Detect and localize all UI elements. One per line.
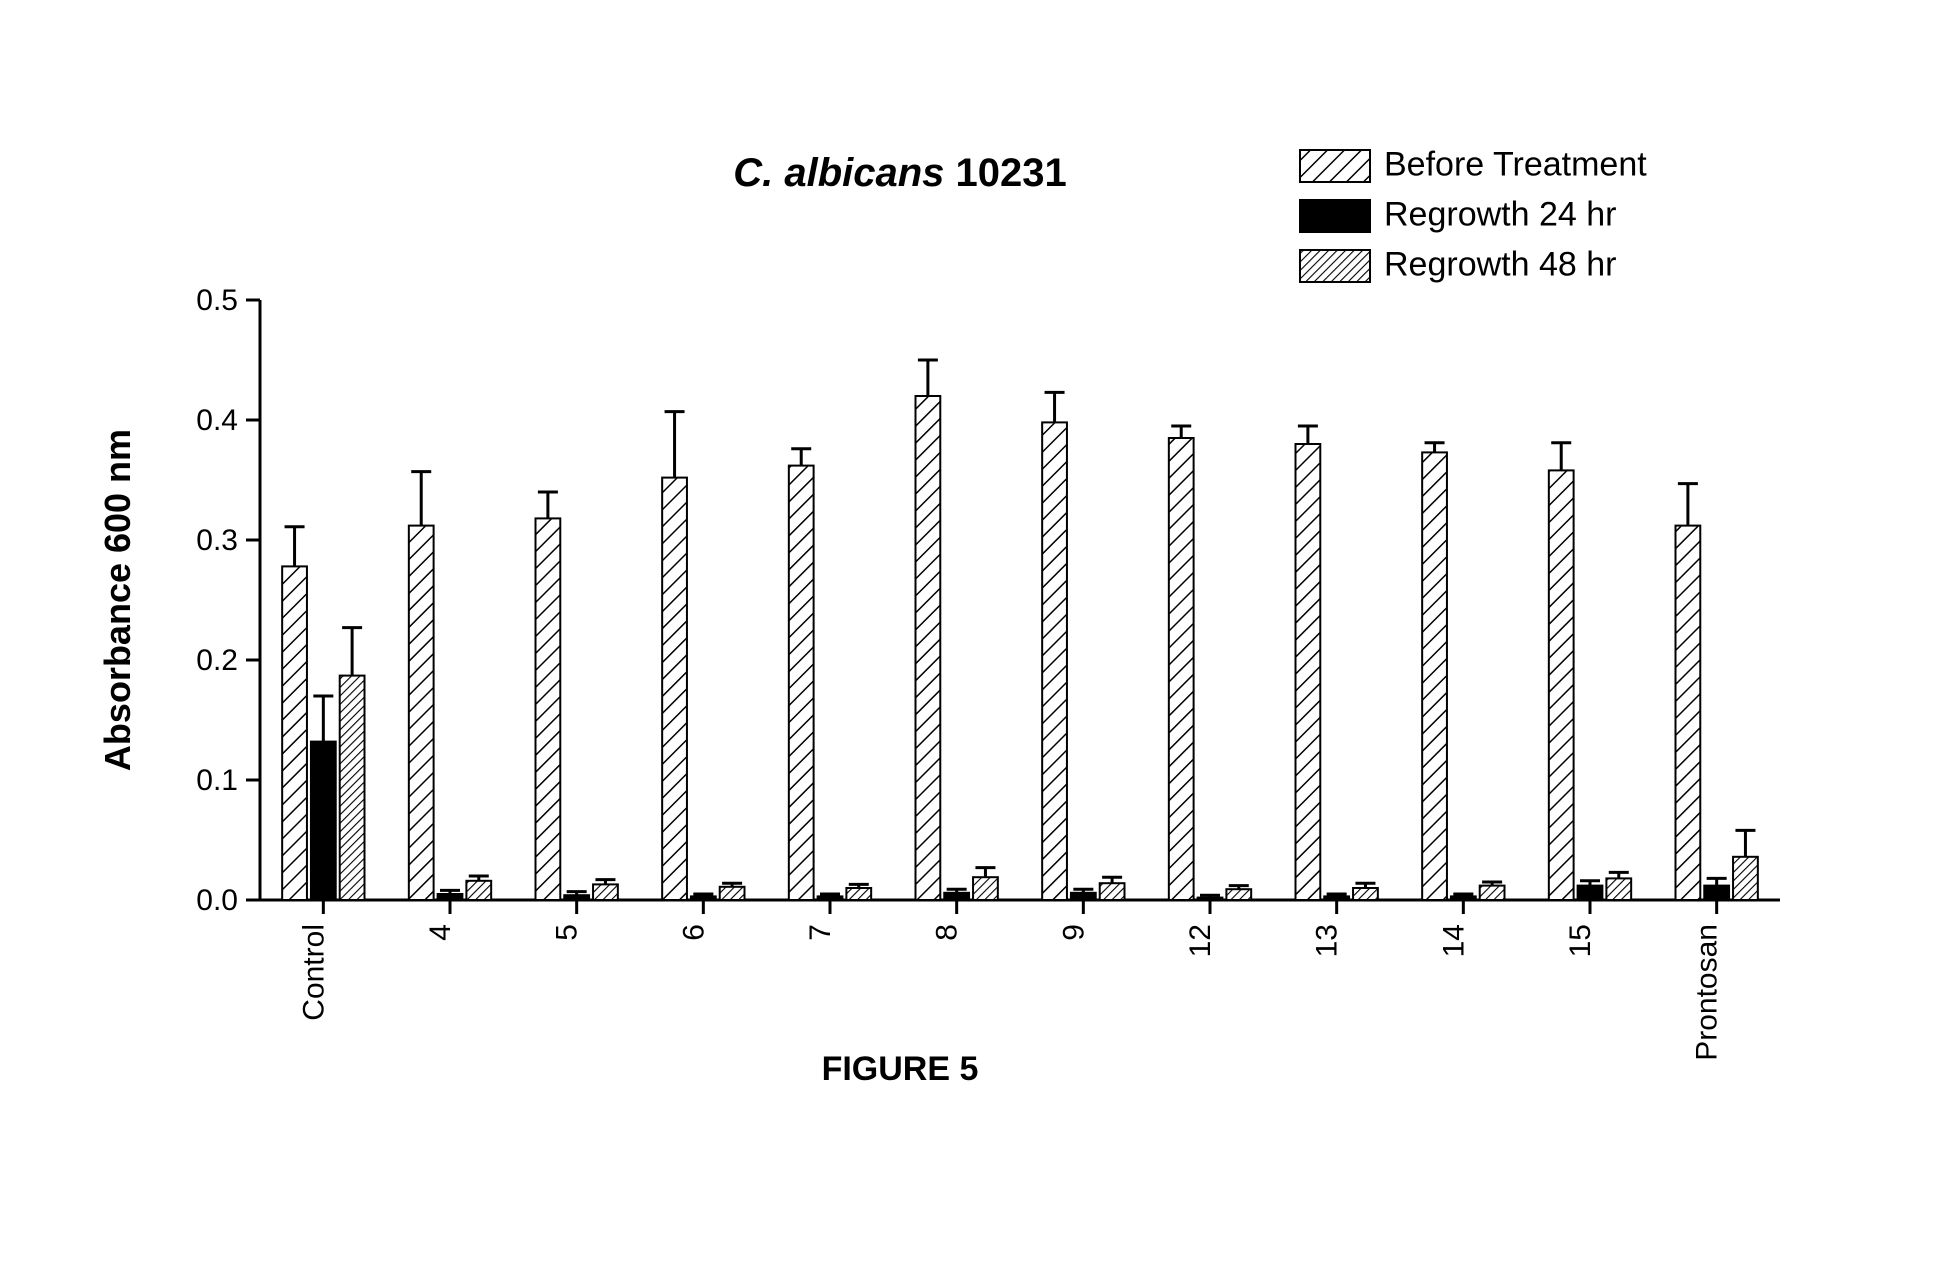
y-tick-label: 0.5 [196,284,238,317]
bar-r48 [1733,857,1758,900]
x-tick-label: 7 [804,924,837,941]
bar-r48 [846,888,871,900]
legend-label: Regrowth 24 hr [1384,196,1616,234]
bar-r24 [818,896,843,900]
x-tick-label: 5 [551,924,584,941]
legend-swatch [1300,150,1370,182]
y-tick-label: 0.0 [196,884,238,917]
chart-svg: C. albicans 10231 0.0 0.1 0.2 0.3 0.4 0.5 Absor… [0,0,1945,1279]
bar-r24 [691,896,716,900]
x-tick-label: 8 [931,924,964,941]
bar-r24 [311,742,336,900]
bar-r48 [466,881,491,900]
legend-label: Regrowth 48 hr [1384,246,1616,284]
bar-before [1169,438,1194,900]
bar-r24 [1198,898,1223,900]
x-tick-label: 13 [1311,924,1344,957]
bar-r24 [1704,886,1729,900]
bar-before [916,396,941,900]
y-tick-label: 0.1 [196,764,238,797]
x-tick-label: 15 [1564,924,1597,957]
bar-r48 [1100,883,1125,900]
bar-r24 [438,894,463,900]
bar-r48 [593,884,618,900]
legend-swatch [1300,250,1370,282]
bar-r48 [1226,889,1251,900]
y-tick-label: 0.4 [196,404,238,437]
y-tick-label: 0.3 [196,524,238,557]
figure-label: FIGURE 5 [822,1050,979,1088]
bar-r48 [973,877,998,900]
bar-before [409,526,434,900]
bar-before [662,478,687,900]
bar-before [282,566,307,900]
bar-r48 [340,676,365,900]
bar-before [789,466,814,900]
bar-r24 [944,893,969,900]
x-tick-label: Prontosan [1691,924,1724,1061]
x-tick-label: 6 [677,924,710,941]
x-tick-label: 4 [424,924,457,941]
bar-r48 [1353,888,1378,900]
bar-r24 [1578,886,1603,900]
x-tick-label: 9 [1057,924,1090,941]
x-tick-label: 14 [1437,924,1470,957]
bar-before [1422,452,1447,900]
bar-before [536,518,561,900]
bar-r48 [1480,886,1505,900]
legend-label: Before Treatment [1384,146,1647,184]
bar-before [1549,470,1574,900]
bar-r48 [720,887,745,900]
bar-r48 [1606,878,1631,900]
chart-title: C. albicans 10231 [733,151,1067,195]
x-tick-label: Control [297,924,330,1021]
bar-before [1042,422,1067,900]
bar-before [1676,526,1701,900]
legend-swatch [1300,200,1370,232]
bar-before [1296,444,1321,900]
bar-r24 [564,895,589,900]
x-tick-label: 12 [1184,924,1217,957]
bar-r24 [1451,896,1476,900]
y-tick-label: 0.2 [196,644,238,677]
bar-r24 [1071,893,1096,900]
bar-r24 [1324,896,1349,900]
y-axis-label: Absorbance 600 nm [97,429,138,771]
